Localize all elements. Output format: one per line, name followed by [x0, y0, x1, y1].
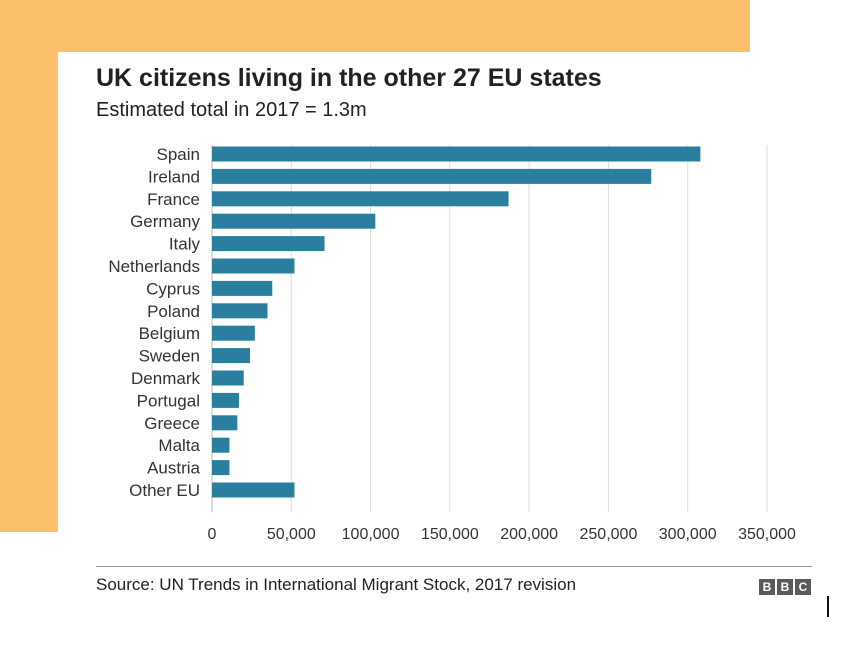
chart-card: UK citizens living in the other 27 EU st…: [58, 52, 851, 651]
category-label: Belgium: [139, 324, 200, 343]
category-label: Other EU: [129, 481, 200, 500]
category-label: Denmark: [131, 369, 200, 388]
category-label: Malta: [158, 436, 200, 455]
x-tick-label: 250,000: [580, 526, 638, 543]
bar: [212, 437, 230, 453]
category-label: Italy: [169, 235, 201, 254]
footer-divider: [96, 566, 812, 567]
x-tick-label: 0: [208, 526, 217, 543]
bar: [212, 370, 244, 386]
x-tick-label: 300,000: [659, 526, 717, 543]
x-tick-label: 100,000: [342, 526, 400, 543]
category-label: Cyprus: [146, 279, 200, 298]
bar: [212, 280, 273, 296]
bar: [212, 348, 251, 364]
bar: [212, 482, 295, 498]
bar: [212, 460, 230, 476]
category-label: Poland: [147, 302, 200, 321]
category-label: Sweden: [139, 347, 200, 366]
category-label: Greece: [144, 414, 200, 433]
source-note: Source: UN Trends in International Migra…: [96, 575, 577, 594]
x-tick-label: 350,000: [738, 526, 796, 543]
chart-subtitle: Estimated total in 2017 = 1.3m: [96, 99, 367, 121]
text-cursor: [827, 596, 829, 617]
category-label: Ireland: [148, 167, 200, 186]
bbc-logo-letter: B: [777, 579, 793, 595]
x-tick-label: 150,000: [421, 526, 479, 543]
category-label: Portugal: [137, 391, 200, 410]
category-label: Germany: [130, 212, 200, 231]
bar: [212, 146, 701, 162]
bbc-logo-letter: C: [795, 579, 811, 595]
bar: [212, 213, 376, 229]
bar: [212, 168, 652, 184]
bbc-logo-letter: B: [759, 579, 775, 595]
chart-title: UK citizens living in the other 27 EU st…: [96, 64, 602, 92]
bar: [212, 415, 238, 431]
bar: [212, 325, 255, 341]
bar: [212, 191, 509, 207]
bar: [212, 236, 325, 252]
bar: [212, 392, 239, 408]
category-label: Spain: [157, 145, 200, 164]
bar: [212, 303, 268, 319]
x-tick-label: 50,000: [267, 526, 316, 543]
bar: [212, 258, 295, 274]
x-tick-label: 200,000: [500, 526, 558, 543]
category-label: France: [147, 190, 200, 209]
category-label: Netherlands: [108, 257, 200, 276]
bbc-logo: B B C: [759, 579, 811, 595]
category-label: Austria: [147, 459, 200, 478]
bar-chart: 0 50,000 100,000 150,000 200,000 250,000 300,0…: [108, 145, 796, 543]
